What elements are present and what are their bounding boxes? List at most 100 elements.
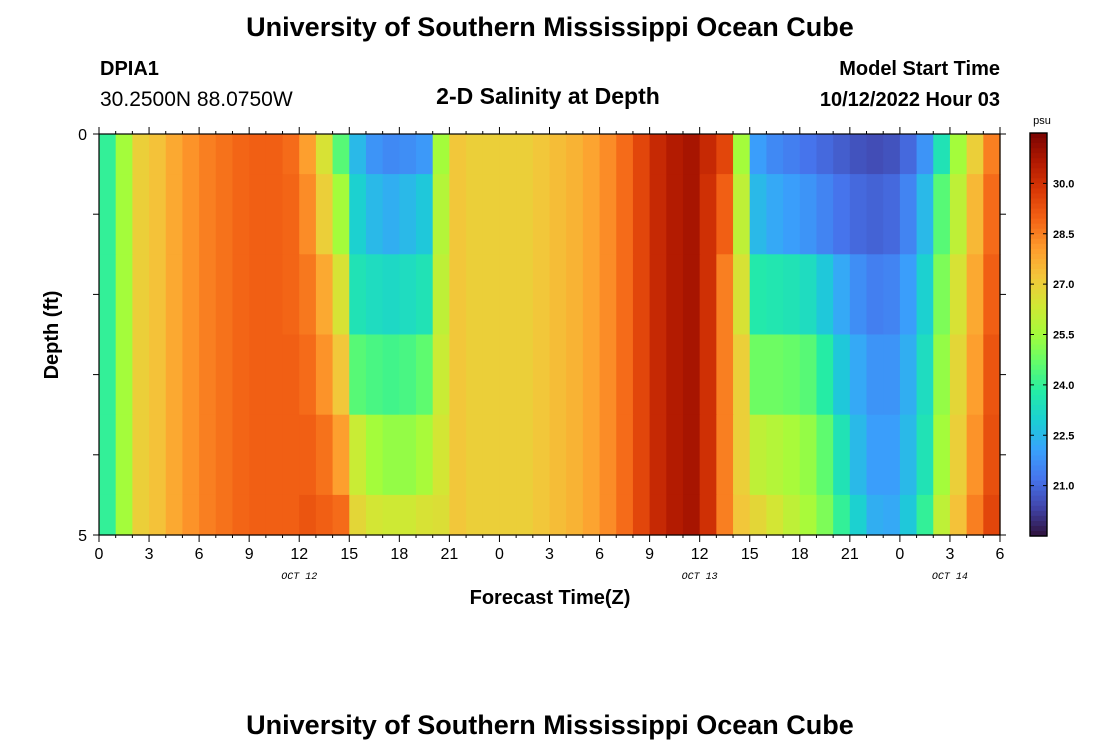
heatmap-cell [866, 134, 884, 175]
heatmap-cell [549, 134, 567, 175]
heatmap-cell [199, 174, 217, 255]
x-tick-label: 0 [95, 546, 104, 563]
heatmap-cell [783, 134, 801, 175]
heatmap-cell [349, 414, 367, 496]
heatmap-cell [432, 414, 450, 496]
colorbar-segment [1030, 440, 1047, 446]
heatmap-cell [382, 134, 400, 175]
colorbar-segment [1030, 304, 1047, 310]
heatmap-cell [949, 414, 968, 496]
x-tick-label: 9 [645, 546, 654, 563]
heatmap-cell [499, 334, 517, 416]
heatmap-cell [699, 174, 717, 255]
heatmap-cell [416, 334, 434, 416]
heatmap-cell [282, 334, 300, 416]
heatmap-cell [232, 414, 250, 496]
heatmap-cell [99, 414, 117, 496]
heatmap-cell [899, 174, 918, 255]
x-tick-label: 0 [895, 546, 904, 563]
heatmap-cell [849, 134, 868, 175]
heatmap-cell [949, 134, 968, 175]
heatmap-cell [682, 414, 701, 496]
heatmap-cell [983, 174, 1001, 255]
colorbar-segment [1030, 455, 1047, 462]
x-tick-label: 9 [245, 546, 254, 563]
heatmap-cell [499, 174, 517, 255]
heatmap-cell [416, 174, 434, 255]
heatmap-cell [99, 174, 117, 255]
heatmap-cell [749, 134, 768, 175]
colorbar-segment [1030, 309, 1047, 315]
heatmap-cell [816, 494, 834, 536]
colorbar-segment [1030, 394, 1047, 401]
colorbar-segment [1030, 213, 1047, 220]
heatmap-cell [249, 414, 267, 496]
heatmap-cell [482, 134, 501, 175]
heatmap-cell [282, 494, 300, 536]
heatmap-cell [332, 254, 350, 336]
x-axis: 0 3 6 9 12 15 18 21 0 3 6 9 12 15 18 21 0 3 6 OCT 12 OCT 13 O… [95, 127, 1005, 583]
heatmap-cell [883, 254, 901, 336]
colorbar-segment [1030, 319, 1047, 326]
heatmap-cell [149, 334, 167, 416]
heatmap-cell [399, 174, 417, 255]
heatmap-cell [365, 494, 384, 536]
heatmap-cell [883, 414, 901, 496]
heatmap-cell [432, 494, 450, 536]
colorbar-segment [1030, 143, 1047, 149]
heatmap-cell [349, 134, 367, 175]
heatmap-cell [549, 174, 567, 255]
colorbar-segment [1030, 374, 1047, 381]
colorbar-tick-label: 21.0 [1053, 481, 1074, 493]
colorbar-tick-label: 30.0 [1053, 178, 1074, 190]
heatmap-cell [499, 134, 517, 175]
heatmap-cell [883, 494, 901, 536]
heatmap-cell [833, 174, 851, 255]
heatmap-cell [549, 334, 567, 416]
heatmap-cell [666, 254, 684, 336]
heatmap-cell [165, 174, 184, 255]
heatmap-cell [249, 334, 267, 416]
heatmap-cell [99, 494, 117, 536]
colorbar-tick-label: 22.5 [1053, 430, 1074, 442]
colorbar-segment [1030, 410, 1047, 416]
heatmap-cell [532, 174, 551, 255]
heatmap-cell [232, 254, 250, 336]
heatmap-cell [983, 414, 1001, 496]
heatmap-cell [899, 494, 918, 536]
heatmap-cell [833, 134, 851, 175]
heatmap-cell [99, 334, 117, 416]
x-tick-label: 6 [195, 546, 204, 563]
heatmap-cell [115, 414, 133, 496]
heatmap-cell [632, 414, 651, 496]
heatmap-cell [666, 414, 684, 496]
heatmap-cell [933, 414, 951, 496]
heatmap-cell [399, 414, 417, 496]
heatmap-cell [916, 414, 934, 496]
heatmap-cell [182, 494, 200, 536]
heatmap-cell [332, 174, 350, 255]
heatmap-cell [733, 414, 751, 496]
heatmap-cell [816, 174, 834, 255]
heatmap-cell [265, 134, 284, 175]
colorbar-segment [1030, 274, 1047, 280]
colorbar-segment [1030, 364, 1047, 371]
heatmap-cell [699, 134, 717, 175]
heatmap-cell [682, 134, 701, 175]
heatmap-cell [265, 254, 284, 336]
colorbar-segment [1030, 339, 1047, 346]
heatmap-cell [916, 134, 934, 175]
heatmap-cell [249, 174, 267, 255]
heatmap-cell [849, 254, 868, 336]
heatmap-cell [315, 494, 334, 536]
heatmap-cell [132, 494, 150, 536]
colorbar-segment [1030, 253, 1047, 260]
heatmap-cell [933, 134, 951, 175]
heatmap-cell [716, 134, 734, 175]
date-label: OCT 13 [682, 572, 718, 583]
heatmap-cell [983, 134, 1001, 175]
heatmap-cell [149, 134, 167, 175]
heatmap-cell [916, 494, 934, 536]
colorbar-segment [1030, 188, 1047, 195]
heatmap-cell [816, 414, 834, 496]
